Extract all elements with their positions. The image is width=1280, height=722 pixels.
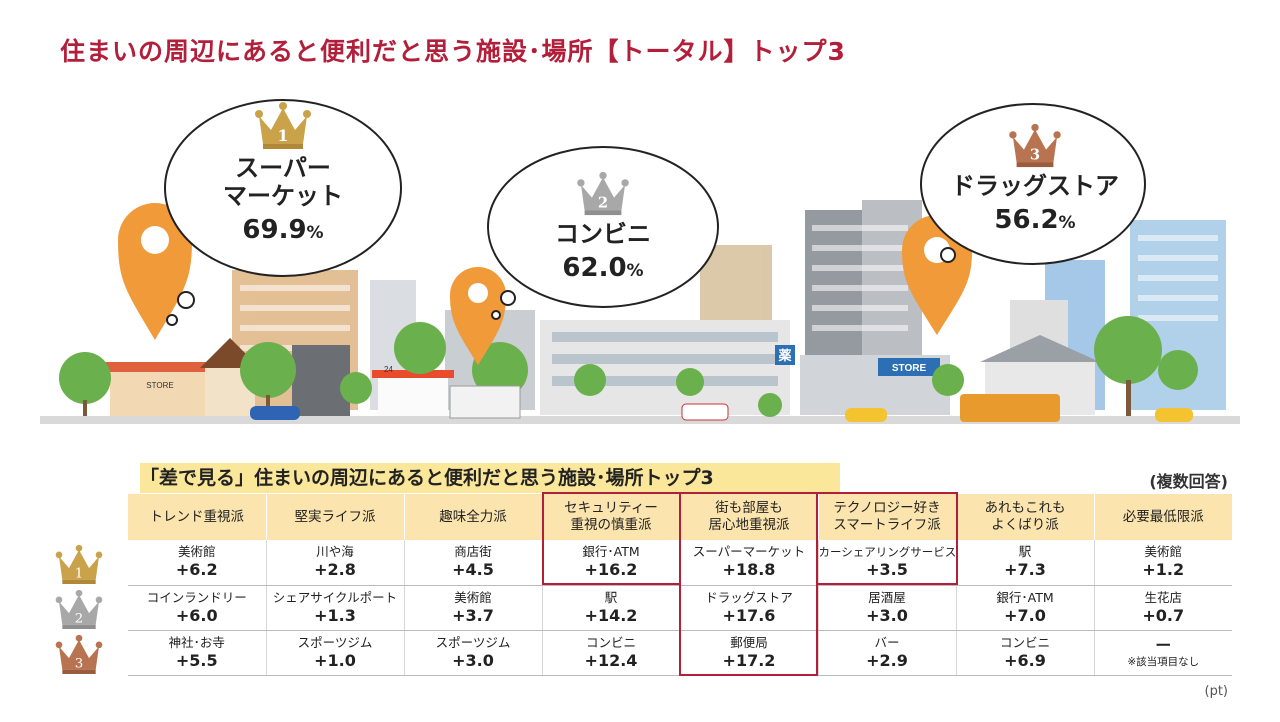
multiple-answer-note: (複数回答) [1149,472,1228,491]
rank-3-unit: % [1058,213,1076,233]
rank-3-value: 56.2 [994,205,1059,235]
rank-3-name: ドラッグストア [951,172,1119,200]
table-cell: 美術館 +6.2 [128,540,267,586]
table-cell: 郵便局 +17.2 [680,630,819,676]
store-sign-2: STORE [892,363,927,374]
rank-1-name-line1: スーパー [235,154,331,182]
svg-text:3: 3 [75,656,83,671]
pharmacy-sign: 薬 [777,348,792,364]
table-cell: スーパーマーケット +18.8 [680,540,819,586]
svg-text:3: 3 [1030,147,1040,164]
bronze-crown-icon: 3 [55,634,103,674]
table-cell: 駅 +7.3 [956,540,1095,586]
column-header: 趣味全力派 [404,494,543,540]
column-header: 堅実ライフ派 [266,494,405,540]
truck [449,385,521,419]
table-cell: ー ※該当項目なし [1094,630,1232,676]
rank-2-value: 62.0 [562,253,627,283]
column-header: テクノロジー好き スマートライフ派 [818,494,957,540]
rank-2-unit: % [626,261,644,281]
column-header: セキュリティー 重視の慎重派 [542,494,681,540]
bronze-crown-icon: 3 [1009,123,1061,168]
table-cell: シェアサイクルポート +1.3 [266,585,405,631]
bus [960,394,1060,422]
store-sign-1: STORE [146,381,173,390]
table-cell: スポーツジム +3.0 [404,630,543,676]
table-cell: 川や海 +2.8 [266,540,405,586]
table-cell: 駅 +14.2 [542,585,681,631]
svg-text:1: 1 [277,126,288,145]
car-yellow [845,408,887,422]
car-blue [250,406,300,420]
table-row: 神社･お寺 +5.5 スポーツジム +1.0 スポーツジム +3.0 コンビニ +12.… [128,630,1232,676]
table-cell: 銀行･ATM +16.2 [542,540,681,586]
table-cell: 銀行･ATM +7.0 [956,585,1095,631]
rank-2-name: コンビニ [555,220,651,248]
column-header: トレンド重視派 [128,494,267,540]
rank-1-value: 69.9 [242,215,307,245]
svg-text:1: 1 [75,566,83,581]
column-header: 街も部屋も 居心地重視派 [680,494,819,540]
speech-bubble-2 [487,146,719,320]
table-cell: カーシェアリングサービス +3.5 [818,540,957,586]
table-row: コインランドリー +6.0 シェアサイクルポート +1.3 美術館 +3.7 駅 +14… [128,585,1232,631]
table-cell: 居酒屋 +3.0 [818,585,957,631]
table-cell: 美術館 +1.2 [1094,540,1232,586]
table-cell: コインランドリー +6.0 [128,585,267,631]
trees [59,316,1198,417]
table-cell: 商店街 +4.5 [404,540,543,586]
rank-1-callout: 1 スーパー マーケット 69.9% [203,100,363,249]
unit-label: (pt) [1204,684,1229,699]
rank-3-callout: 3 ドラッグストア 56.2% [945,122,1125,239]
speech-bubble-3 [920,103,1146,265]
ambulance [681,403,729,421]
ranking-table: トレンド重視派 堅実ライフ派 趣味全力派 セキュリティー 重視の慎重派 街も部屋も… [128,494,1232,676]
table-header-row: トレンド重視派 堅実ライフ派 趣味全力派 セキュリティー 重視の慎重派 街も部屋も… [128,494,1232,540]
rank-1-name-line2: マーケット [223,182,343,210]
table-cell: コンビニ +6.9 [956,630,1095,676]
map-pin-icon [118,203,192,340]
table-cell: コンビニ +12.4 [542,630,681,676]
column-header: あれもこれも よくばり派 [956,494,1095,540]
table-cell: 美術館 +3.7 [404,585,543,631]
page-title: 住まいの周辺にあると便利だと思う施設･場所【トータル】トップ3 [60,37,846,66]
convenience-sign: 24 [384,365,393,374]
table-cell: スポーツジム +1.0 [266,630,405,676]
table-subtitle: 「差で見る」住まいの周辺にあると便利だと思う施設･場所トップ3 [140,467,714,489]
city-illustration: STORE 24 STORE 薬 [40,99,1240,424]
svg-text:2: 2 [75,611,83,626]
silver-crown-icon: 2 [577,171,629,216]
rank-1-unit: % [306,223,324,243]
table-cell: 生花店 +0.7 [1094,585,1232,631]
gold-crown-icon: 1 [55,544,103,584]
speech-bubble-1 [164,99,402,326]
table-cell: バー +2.9 [818,630,957,676]
table-cell: ドラッグストア +17.6 [680,585,819,631]
table-row: 美術館 +6.2 川や海 +2.8 商店街 +4.5 銀行･ATM +16.2 スーパー… [128,540,1232,586]
silver-crown-icon: 2 [55,589,103,629]
svg-text:2: 2 [598,195,608,212]
gold-crown-icon: 1 [255,102,311,149]
subtitle-highlight [140,463,840,493]
car-yellow-2 [1155,408,1193,422]
column-header: 必要最低限派 [1094,494,1232,540]
map-pin-icon [450,267,506,365]
table-cell: 神社･お寺 +5.5 [128,630,267,676]
rank-2-callout: 2 コンビニ 62.0% [528,170,678,287]
